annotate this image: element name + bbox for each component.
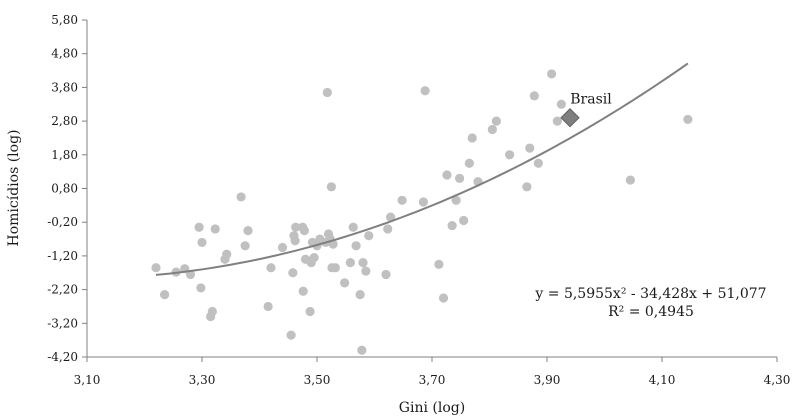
x-axis: 3,10 3,30 3,50 3,70 3,90 4,10 4,30 xyxy=(74,356,791,387)
y-tick-label: -2,20 xyxy=(47,283,78,297)
y-tick-label: 3,80 xyxy=(51,80,78,94)
y-tick-label: 5,80 xyxy=(51,13,78,27)
data-point xyxy=(467,133,477,143)
brasil-marker xyxy=(560,108,580,128)
data-point xyxy=(263,301,273,312)
data-point xyxy=(447,220,457,231)
data-point xyxy=(355,290,365,300)
data-point xyxy=(196,283,206,293)
x-tick-label: 4,10 xyxy=(649,373,676,387)
data-point xyxy=(381,269,391,280)
data-point xyxy=(305,306,315,317)
data-point xyxy=(351,241,361,251)
data-point xyxy=(240,241,250,251)
data-point xyxy=(194,222,204,232)
data-point xyxy=(529,91,539,101)
data-point xyxy=(210,224,220,234)
data-point xyxy=(330,263,340,273)
trend-equation: y = 5,5955x² - 34,428x + 51,077 xyxy=(534,286,766,302)
data-point xyxy=(207,306,217,317)
data-point xyxy=(151,263,161,273)
data-point xyxy=(459,215,469,226)
y-tick-label: -3,20 xyxy=(47,316,78,330)
data-point xyxy=(451,195,461,205)
y-tick-label: 2,80 xyxy=(51,114,78,128)
data-point xyxy=(358,258,368,268)
data-point xyxy=(364,231,374,241)
y-tick-label: 1,80 xyxy=(51,148,78,162)
x-tick-label: 3,90 xyxy=(534,373,561,387)
data-point xyxy=(322,87,332,98)
data-point xyxy=(505,150,515,160)
data-point xyxy=(290,236,300,246)
data-point xyxy=(357,345,367,355)
data-point xyxy=(386,212,396,222)
data-point xyxy=(418,197,428,207)
y-tick-label: -0,20 xyxy=(47,215,78,229)
data-points xyxy=(151,69,693,355)
trendline xyxy=(155,62,689,276)
data-point xyxy=(243,226,253,236)
data-point xyxy=(625,175,635,185)
x-tick-labels: 3,10 3,30 3,50 3,70 3,90 4,10 4,30 xyxy=(74,357,791,387)
x-tick-label: 3,10 xyxy=(74,373,101,387)
data-point xyxy=(291,222,301,232)
data-point xyxy=(288,268,298,278)
data-point xyxy=(160,290,170,300)
data-point xyxy=(286,330,296,340)
y-tick-label: 4,80 xyxy=(51,47,78,61)
x-tick-label: 4,30 xyxy=(764,373,791,387)
data-point xyxy=(345,258,355,268)
data-point xyxy=(420,86,430,96)
data-point xyxy=(222,249,232,259)
data-point xyxy=(547,69,557,79)
data-point xyxy=(442,170,452,180)
data-point xyxy=(434,259,444,269)
data-point xyxy=(397,195,407,205)
y-axis-title: Homicídios (log) xyxy=(6,129,22,246)
data-point xyxy=(340,278,350,288)
data-point xyxy=(299,226,309,236)
brasil-label: Brasil xyxy=(570,92,612,108)
y-tick-label: 0,80 xyxy=(51,182,78,196)
data-point xyxy=(326,182,336,192)
r-squared: R² = 0,4945 xyxy=(608,304,694,320)
y-tick-label: -1,20 xyxy=(47,249,78,263)
data-point xyxy=(533,158,543,168)
data-point xyxy=(464,158,474,168)
y-axis: 5,80 4,80 3,80 2,80 1,80 0,80 -0,20 -1,20 -2,20 -… xyxy=(47,13,88,364)
x-tick-label: 3,70 xyxy=(419,373,446,387)
data-point xyxy=(309,252,319,263)
data-point xyxy=(522,182,532,192)
data-point xyxy=(683,114,693,125)
data-point xyxy=(383,224,393,234)
data-point xyxy=(525,143,535,153)
data-point xyxy=(348,222,358,232)
y-tick-labels: 5,80 4,80 3,80 2,80 1,80 0,80 -0,20 -1,20 -2,20 -… xyxy=(47,13,87,364)
data-point xyxy=(438,293,449,303)
data-point xyxy=(556,99,566,109)
data-point xyxy=(455,173,465,183)
data-point xyxy=(197,237,207,248)
data-point xyxy=(487,124,497,135)
x-tick-label: 3,50 xyxy=(304,373,331,387)
data-point xyxy=(298,286,308,296)
x-tick-label: 3,30 xyxy=(189,373,216,387)
y-tick-label: -4,20 xyxy=(47,350,78,364)
data-point xyxy=(277,242,288,253)
data-point xyxy=(361,266,371,276)
data-point xyxy=(491,116,501,126)
data-point xyxy=(552,116,562,126)
x-axis-title: Gini (log) xyxy=(399,400,465,416)
data-point xyxy=(236,192,246,202)
data-point xyxy=(266,263,276,273)
